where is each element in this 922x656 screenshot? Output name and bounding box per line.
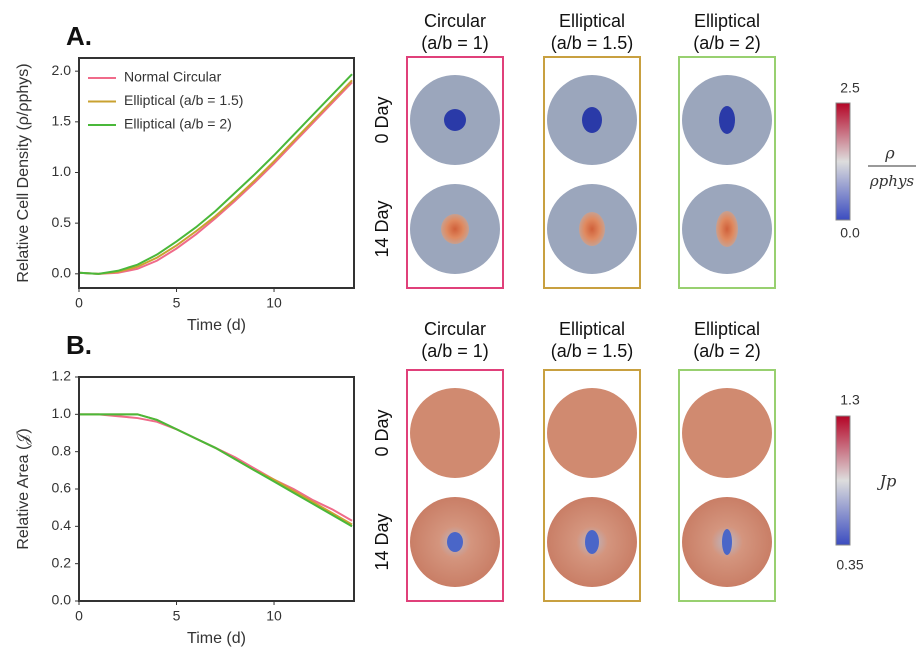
y-tick-label: 0.4 — [52, 517, 72, 533]
colorbar-max: 1.3 — [840, 392, 860, 408]
colorbar-symbol: Jp — [877, 472, 897, 491]
row-label: 0 Day — [372, 96, 392, 143]
column-title: Elliptical — [559, 11, 625, 31]
sim-image — [716, 211, 738, 247]
column-title: Circular — [424, 11, 486, 31]
colorbar-symbol: ρphys — [869, 172, 915, 190]
y-axis-label: Relative Area (𝒥) — [15, 428, 32, 549]
line-series — [79, 414, 352, 520]
y-tick-label: 1.5 — [52, 113, 72, 129]
y-axis-label: Relative Cell Density (ρ/ρphys) — [15, 63, 32, 282]
y-tick-label: 0.0 — [52, 592, 72, 608]
column-subtitle: (a/b = 2) — [693, 33, 761, 53]
y-tick-label: 0.5 — [52, 214, 72, 230]
legend-label: Normal Circular — [124, 69, 222, 85]
sim-image — [719, 106, 735, 134]
x-tick-label: 10 — [266, 608, 282, 624]
x-axis-label: Time (d) — [187, 630, 246, 647]
legend-label: Elliptical (a/b = 2) — [124, 116, 232, 132]
sim-image — [585, 530, 599, 554]
line-series — [79, 414, 352, 526]
colorbar-max: 2.5 — [840, 80, 860, 96]
y-tick-label: 0.2 — [52, 554, 72, 570]
sim-image — [579, 212, 605, 246]
column-subtitle: (a/b = 1) — [421, 341, 489, 361]
y-tick-label: 1.0 — [52, 405, 72, 421]
sim-image — [410, 388, 500, 478]
plot-frame — [79, 377, 354, 601]
x-tick-label: 0 — [75, 295, 83, 311]
column-title: Elliptical — [559, 319, 625, 339]
column-title: Circular — [424, 319, 486, 339]
panel-label: B. — [66, 330, 92, 360]
sim-image — [547, 388, 637, 478]
column-title: Elliptical — [694, 319, 760, 339]
column-subtitle: (a/b = 1) — [421, 33, 489, 53]
x-tick-label: 5 — [173, 295, 181, 311]
column-subtitle: (a/b = 1.5) — [551, 341, 634, 361]
sim-image — [444, 109, 466, 131]
sim-image — [582, 107, 602, 133]
sim-image — [682, 388, 772, 478]
panel-label: A. — [66, 21, 92, 51]
x-tick-label: 0 — [75, 608, 83, 624]
x-tick-label: 5 — [173, 608, 181, 624]
column-title: Elliptical — [694, 11, 760, 31]
colorbar-min: 0.0 — [840, 225, 860, 241]
y-tick-label: 2.0 — [52, 62, 72, 78]
sim-image — [447, 532, 463, 552]
colorbar — [836, 103, 850, 220]
x-axis-label: Time (d) — [187, 317, 246, 334]
row-label: 0 Day — [372, 409, 392, 456]
row-label: 14 Day — [372, 513, 392, 570]
colorbar-min: 0.35 — [836, 557, 863, 573]
column-subtitle: (a/b = 2) — [693, 341, 761, 361]
line-series — [79, 82, 352, 273]
row-label: 14 Day — [372, 200, 392, 257]
sim-image — [441, 214, 469, 244]
colorbar-symbol: ρ — [884, 144, 895, 163]
figure: Circular(a/b = 1)0 Day14 DayElliptical(a… — [0, 0, 922, 656]
sim-image — [722, 529, 732, 555]
colorbar — [836, 416, 850, 545]
line-series — [79, 414, 352, 524]
y-tick-label: 1.0 — [52, 163, 72, 179]
y-tick-label: 0.6 — [52, 480, 72, 496]
y-tick-label: 0.8 — [52, 442, 72, 458]
legend-label: Elliptical (a/b = 1.5) — [124, 92, 243, 108]
line-series — [79, 80, 352, 274]
x-tick-label: 10 — [266, 295, 282, 311]
y-tick-label: 1.2 — [52, 368, 72, 384]
y-tick-label: 0.0 — [52, 265, 72, 281]
column-subtitle: (a/b = 1.5) — [551, 33, 634, 53]
